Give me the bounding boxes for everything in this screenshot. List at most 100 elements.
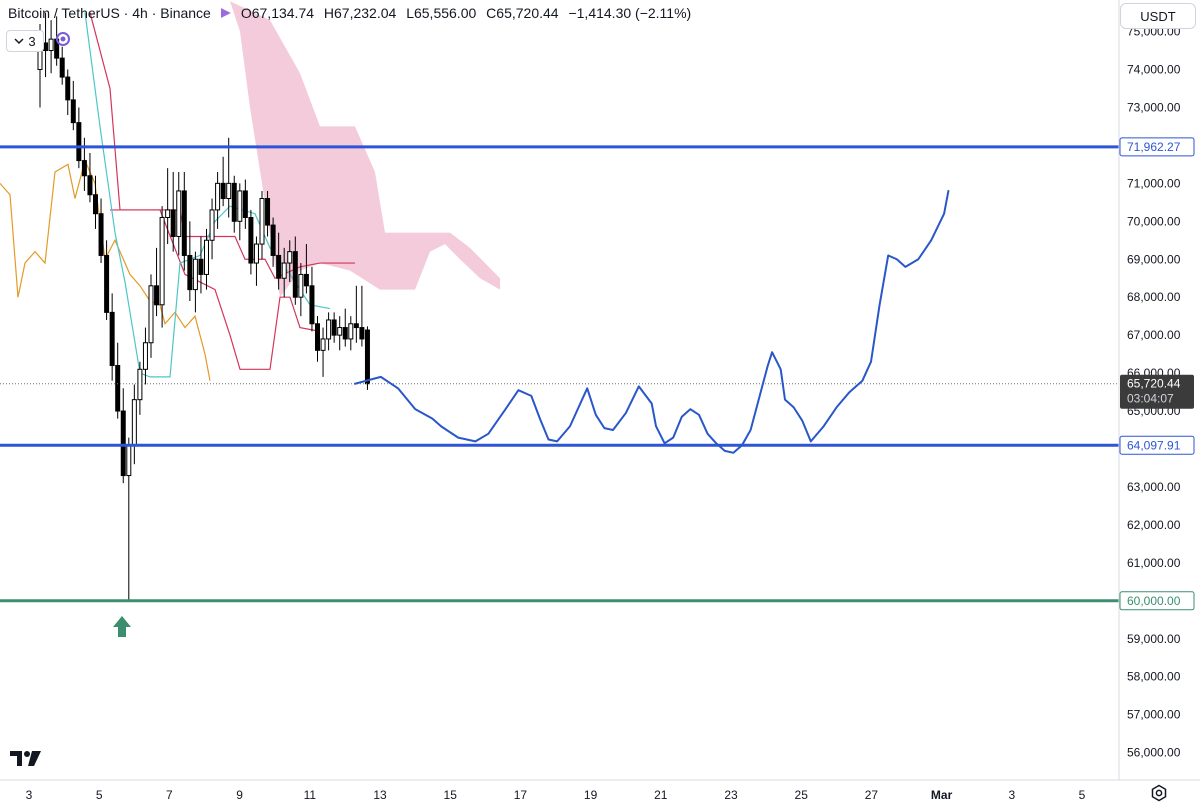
change-value: −1,414.30 (−2.11%): [568, 5, 692, 21]
candle-body: [59, 57, 65, 78]
candle-body: [198, 258, 204, 275]
time-tick-label: 13: [373, 788, 387, 802]
price-tick-label: 57,000.00: [1127, 708, 1181, 722]
price-tick-label: 58,000.00: [1127, 670, 1181, 684]
countdown-label: 03:04:07: [1127, 392, 1174, 406]
time-tick-label: 3: [26, 788, 33, 802]
tradingview-logo-icon[interactable]: [10, 748, 42, 768]
candle-body: [287, 251, 293, 264]
candle-body: [253, 243, 259, 264]
candle-body: [170, 209, 176, 237]
last-price-box: [1120, 374, 1194, 409]
indicators-toggle[interactable]: 3: [6, 30, 44, 52]
candle-body: [120, 410, 126, 477]
candle-body: [270, 224, 276, 256]
price-tick-label: 59,000.00: [1127, 632, 1181, 646]
time-tick-label: 19: [584, 788, 598, 802]
time-tick-label: 25: [795, 788, 809, 802]
time-tick-label: 9: [236, 788, 243, 802]
candle-body: [359, 327, 365, 340]
level-price-tag: 71,962.27: [1119, 137, 1195, 157]
candle-body: [215, 182, 221, 211]
price-tick-label: 71,000.00: [1127, 176, 1181, 190]
candle-body: [281, 262, 287, 279]
price-tick-label: 69,000.00: [1127, 252, 1181, 266]
price-tick-label: 56,000.00: [1127, 746, 1181, 760]
time-tick-label: 5: [1079, 788, 1086, 802]
candle-body: [265, 198, 271, 226]
candle-body: [331, 319, 337, 336]
candle-body: [115, 365, 121, 412]
low-value: L65,556.00: [406, 5, 477, 21]
candle-body: [248, 217, 254, 264]
time-tick-label: 27: [865, 788, 879, 802]
gear-icon[interactable]: [1150, 784, 1168, 802]
candle-body: [326, 319, 332, 340]
flag-icon: [220, 8, 231, 18]
time-tick-label: Mar: [931, 788, 953, 802]
currency-button[interactable]: USDT: [1120, 3, 1196, 29]
candle-body: [93, 194, 98, 215]
indicators-count: 3: [28, 33, 36, 49]
candle-body: [187, 254, 193, 291]
candle-body: [209, 209, 215, 241]
candle-body: [292, 251, 298, 298]
symbol-title[interactable]: Bitcoin / TetherUS · 4h · Binance: [8, 5, 211, 21]
candle-body: [242, 190, 248, 219]
candle-body: [87, 175, 93, 196]
candle-body: [320, 338, 326, 351]
time-tick-label: 21: [654, 788, 668, 802]
candle-body: [159, 217, 165, 306]
candle-body: [309, 285, 315, 325]
candle-body: [298, 273, 304, 298]
candle-body: [176, 190, 182, 237]
level-tag-box: [1119, 591, 1195, 611]
arrow-up-icon: [113, 616, 131, 637]
candle-body: [76, 122, 82, 162]
candle-body: [65, 76, 71, 101]
candle-body: [192, 258, 198, 291]
candle-body: [259, 198, 265, 245]
price-tick-label: 74,000.00: [1127, 63, 1181, 77]
kijun-line: [89, 12, 355, 280]
candle-body: [181, 190, 187, 256]
candle-body: [137, 368, 143, 401]
projection-path: [354, 189, 950, 454]
candle-body: [348, 323, 354, 340]
time-tick-label: 17: [514, 788, 528, 802]
kijun-lower-line: [110, 209, 321, 370]
candle-body: [81, 160, 87, 177]
candle-body: [109, 311, 115, 367]
candle-body: [220, 182, 226, 200]
last-price-label: 65,720.44: [1127, 377, 1181, 391]
level-price-tag: 64,097.91: [1119, 435, 1195, 455]
price-tick-label: 70,000.00: [1127, 214, 1181, 228]
time-tick-label: 3: [1008, 788, 1015, 802]
candle-body: [342, 327, 348, 340]
candle-body: [226, 182, 232, 200]
candle-body: [353, 323, 359, 329]
price-tick-label: 67,000.00: [1127, 328, 1181, 342]
level-tag-label: 71,962.27: [1127, 140, 1181, 154]
candle-body: [142, 342, 148, 370]
candle-body: [337, 327, 343, 336]
symbol-header: Bitcoin / TetherUS · 4h · Binance O67,13…: [8, 5, 697, 21]
circle-arrows-icon[interactable]: [56, 32, 70, 46]
candle-body: [276, 254, 282, 279]
open-value: O67,134.74: [240, 5, 315, 21]
price-tick-label: 61,000.00: [1127, 556, 1181, 570]
candle-body: [48, 38, 54, 52]
candle-body: [70, 99, 76, 124]
candle-body: [231, 182, 237, 222]
time-tick-label: 7: [166, 788, 173, 802]
price-tick-label: 63,000.00: [1127, 480, 1181, 494]
candle-body: [43, 42, 49, 52]
level-tag-box: [1119, 435, 1195, 455]
candle-body: [165, 209, 171, 219]
price-tick-label: 73,000.00: [1127, 100, 1181, 114]
candle-body: [204, 239, 209, 275]
time-tick-label: 23: [724, 788, 738, 802]
ichimoku-cloud: [230, 1, 500, 298]
